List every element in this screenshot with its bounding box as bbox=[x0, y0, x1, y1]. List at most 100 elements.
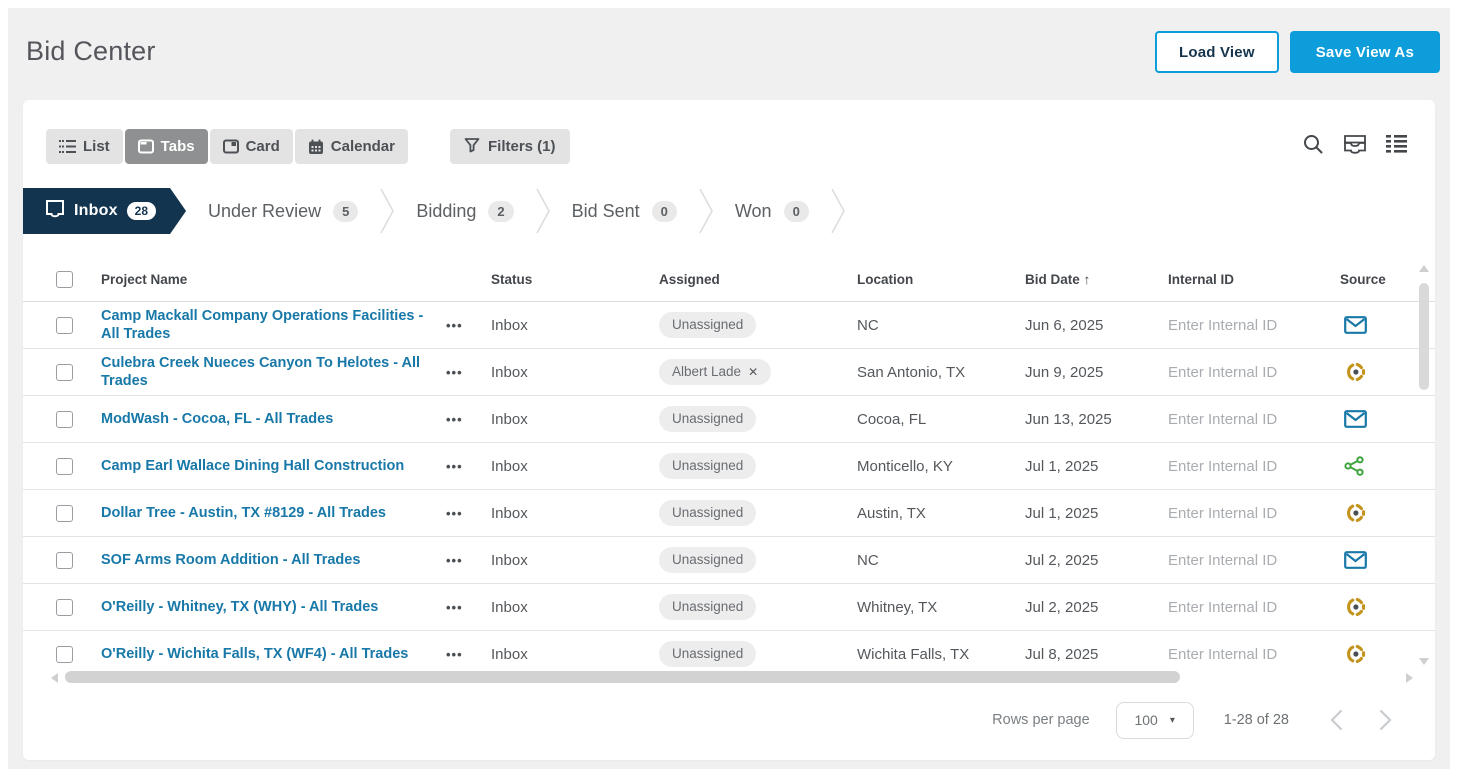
scroll-left-arrow[interactable] bbox=[51, 673, 58, 683]
column-header-internal-id[interactable]: Internal ID bbox=[1168, 272, 1235, 287]
source-cell bbox=[1338, 316, 1435, 334]
row-menu-button[interactable]: ••• bbox=[446, 552, 463, 568]
tab-separator bbox=[380, 188, 395, 234]
location-cell: Cocoa, FL bbox=[857, 410, 927, 428]
bid-date-cell: Jul 1, 2025 bbox=[1025, 504, 1099, 522]
email-source-icon bbox=[1344, 316, 1435, 334]
row-checkbox[interactable] bbox=[56, 410, 73, 428]
filters-button[interactable]: Filters (1) bbox=[450, 129, 570, 164]
tab-under-review[interactable]: Under Review 5 bbox=[186, 188, 380, 234]
project-name-link[interactable]: O'Reilly - Wichita Falls, TX (WF4) - All… bbox=[101, 646, 409, 662]
column-header-assigned[interactable]: Assigned bbox=[659, 272, 720, 287]
tab-bidding[interactable]: Bidding 2 bbox=[394, 188, 535, 234]
project-name-link[interactable]: Dollar Tree - Austin, TX #8129 - All Tra… bbox=[101, 505, 386, 521]
scroll-up-arrow[interactable] bbox=[1419, 265, 1429, 272]
page-title: Bid Center bbox=[26, 36, 156, 66]
project-name-link[interactable]: Camp Earl Wallace Dining Hall Constructi… bbox=[101, 458, 405, 474]
horizontal-scrollbar-thumb[interactable] bbox=[65, 671, 1180, 683]
vertical-scrollbar[interactable] bbox=[1418, 265, 1430, 665]
row-menu-button[interactable]: ••• bbox=[446, 411, 463, 427]
view-button-card[interactable]: Card bbox=[209, 129, 293, 164]
table-header-row: Project Name Status Assigned Location Bi… bbox=[23, 258, 1435, 302]
assignee-name: Unassigned bbox=[672, 317, 744, 333]
tab-inbox[interactable]: Inbox 28 bbox=[23, 188, 186, 234]
internal-id-input[interactable]: Enter Internal ID bbox=[1168, 504, 1278, 522]
stage-tabs: Inbox 28 Under Review 5 Bidding 2 Bid Se… bbox=[23, 188, 1435, 234]
dodge-source-icon bbox=[1344, 502, 1435, 524]
tab-separator bbox=[535, 188, 550, 234]
column-header-location[interactable]: Location bbox=[857, 272, 914, 287]
table-body: Camp Mackall Company Operations Faciliti… bbox=[23, 302, 1435, 670]
column-header-project-name[interactable]: Project Name bbox=[101, 272, 188, 287]
tab-won[interactable]: Won 0 bbox=[713, 188, 831, 234]
location-cell: NC bbox=[857, 551, 879, 569]
load-view-button[interactable]: Load View bbox=[1154, 31, 1279, 73]
row-checkbox[interactable] bbox=[56, 645, 73, 663]
row-checkbox[interactable] bbox=[56, 598, 73, 616]
row-menu-button[interactable]: ••• bbox=[446, 364, 463, 380]
internal-id-input[interactable]: Enter Internal ID bbox=[1168, 457, 1278, 475]
page-header: Bid Center Load View Save View As bbox=[8, 8, 1450, 100]
row-menu-button[interactable]: ••• bbox=[446, 317, 463, 333]
tab-label: Under Review bbox=[208, 200, 322, 221]
select-all-checkbox[interactable] bbox=[56, 271, 73, 288]
view-button-label: Calendar bbox=[330, 138, 395, 155]
table-row: Camp Earl Wallace Dining Hall Constructi… bbox=[23, 443, 1435, 490]
internal-id-input[interactable]: Enter Internal ID bbox=[1168, 316, 1278, 334]
project-name-link[interactable]: Culebra Creek Nueces Canyon To Helotes -… bbox=[101, 355, 421, 389]
assigned-chip[interactable]: Unassigned bbox=[659, 312, 757, 338]
column-settings-icon[interactable] bbox=[1386, 134, 1407, 159]
bid-date-cell: Jul 8, 2025 bbox=[1025, 645, 1099, 663]
assigned-chip[interactable]: Unassigned bbox=[659, 547, 757, 573]
row-menu-button[interactable]: ••• bbox=[446, 505, 463, 521]
column-header-bid-date[interactable]: Bid Date ↑ bbox=[1025, 272, 1091, 287]
row-menu-button[interactable]: ••• bbox=[446, 599, 463, 615]
project-name-link[interactable]: Camp Mackall Company Operations Faciliti… bbox=[101, 308, 424, 342]
save-view-as-button[interactable]: Save View As bbox=[1289, 31, 1440, 73]
internal-id-input[interactable]: Enter Internal ID bbox=[1168, 410, 1278, 428]
row-checkbox[interactable] bbox=[56, 504, 73, 522]
row-menu-button[interactable]: ••• bbox=[446, 458, 463, 474]
assigned-chip[interactable]: Albert Lade ✕ bbox=[659, 359, 772, 385]
internal-id-input[interactable]: Enter Internal ID bbox=[1168, 598, 1278, 616]
project-name-link[interactable]: O'Reilly - Whitney, TX (WHY) - All Trade… bbox=[101, 599, 379, 615]
table-row: O'Reilly - Whitney, TX (WHY) - All Trade… bbox=[23, 584, 1435, 631]
view-button-list[interactable]: List bbox=[46, 129, 123, 164]
project-name-link[interactable]: ModWash - Cocoa, FL - All Trades bbox=[101, 411, 334, 427]
remove-assignee-icon[interactable]: ✕ bbox=[748, 365, 759, 379]
assigned-chip[interactable]: Unassigned bbox=[659, 594, 757, 620]
column-header-status[interactable]: Status bbox=[491, 272, 533, 287]
row-checkbox[interactable] bbox=[56, 363, 73, 381]
internal-id-input[interactable]: Enter Internal ID bbox=[1168, 551, 1278, 569]
row-menu-button[interactable]: ••• bbox=[446, 646, 463, 662]
internal-id-input[interactable]: Enter Internal ID bbox=[1168, 645, 1278, 663]
source-cell bbox=[1338, 456, 1435, 476]
assigned-chip[interactable]: Unassigned bbox=[659, 500, 757, 526]
rows-per-page-select[interactable]: 100 ▾ bbox=[1115, 701, 1194, 739]
assigned-chip[interactable]: Unassigned bbox=[659, 406, 757, 432]
filters-button-label: Filters (1) bbox=[488, 138, 556, 155]
bids-table: Project Name Status Assigned Location Bi… bbox=[23, 258, 1435, 670]
column-header-source[interactable]: Source bbox=[1340, 272, 1386, 287]
search-icon[interactable] bbox=[1302, 133, 1324, 160]
row-checkbox[interactable] bbox=[56, 551, 73, 569]
project-name-link[interactable]: SOF Arms Room Addition - All Trades bbox=[101, 552, 361, 568]
status-cell: Inbox bbox=[491, 645, 528, 663]
row-checkbox[interactable] bbox=[56, 316, 73, 334]
view-button-tabs[interactable]: Tabs bbox=[124, 129, 208, 164]
card-icon bbox=[222, 139, 239, 154]
view-button-calendar[interactable]: Calendar bbox=[294, 129, 408, 164]
tab-bid-sent[interactable]: Bid Sent 0 bbox=[550, 188, 699, 234]
archive-tray-icon[interactable] bbox=[1343, 133, 1367, 160]
scroll-right-arrow[interactable] bbox=[1406, 673, 1413, 683]
assigned-chip[interactable]: Unassigned bbox=[659, 453, 757, 479]
assigned-chip[interactable]: Unassigned bbox=[659, 641, 757, 667]
row-checkbox[interactable] bbox=[56, 457, 73, 475]
vertical-scrollbar-thumb[interactable] bbox=[1419, 283, 1429, 390]
previous-page-button[interactable] bbox=[1329, 709, 1343, 731]
scroll-down-arrow[interactable] bbox=[1419, 658, 1429, 665]
next-page-button[interactable] bbox=[1379, 709, 1393, 731]
horizontal-scrollbar[interactable] bbox=[23, 670, 1413, 684]
internal-id-input[interactable]: Enter Internal ID bbox=[1168, 363, 1278, 381]
list-icon bbox=[59, 139, 76, 154]
